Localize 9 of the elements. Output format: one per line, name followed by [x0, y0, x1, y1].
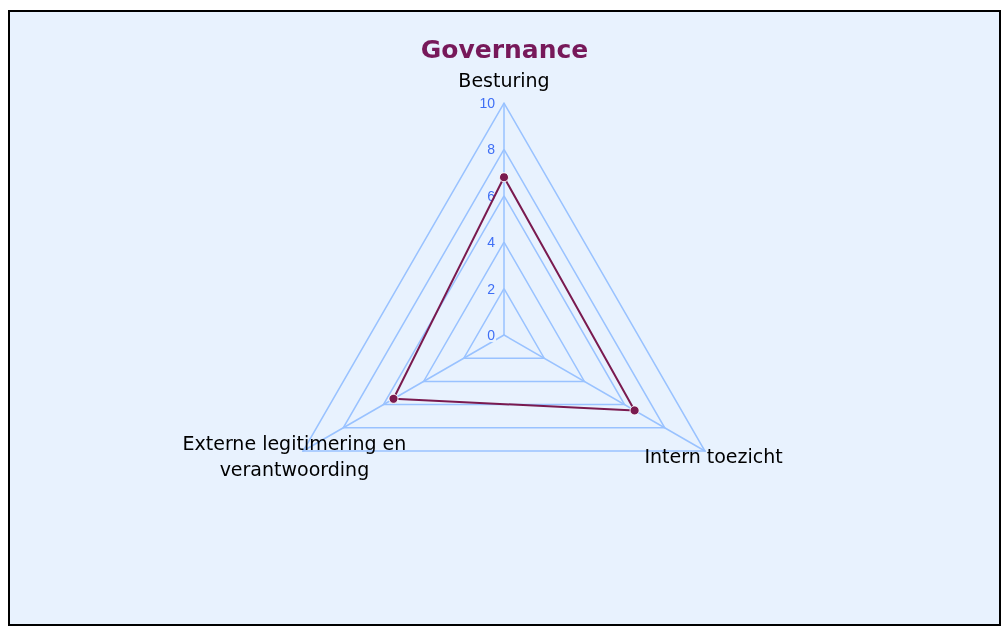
spoke-label: Externe legitimering en verantwoording [182, 432, 407, 480]
chart-title: Governance [420, 35, 589, 64]
y-tick-label: 8 [487, 141, 496, 158]
y-tick-label: 0 [487, 327, 496, 343]
y-tick-label: 4 [487, 234, 496, 251]
y-tick-label: 10 [479, 95, 496, 111]
spoke-label: Besturing [458, 69, 550, 91]
y-tick-label: 2 [487, 280, 496, 297]
spoke-label: Intern toezicht [644, 445, 783, 467]
